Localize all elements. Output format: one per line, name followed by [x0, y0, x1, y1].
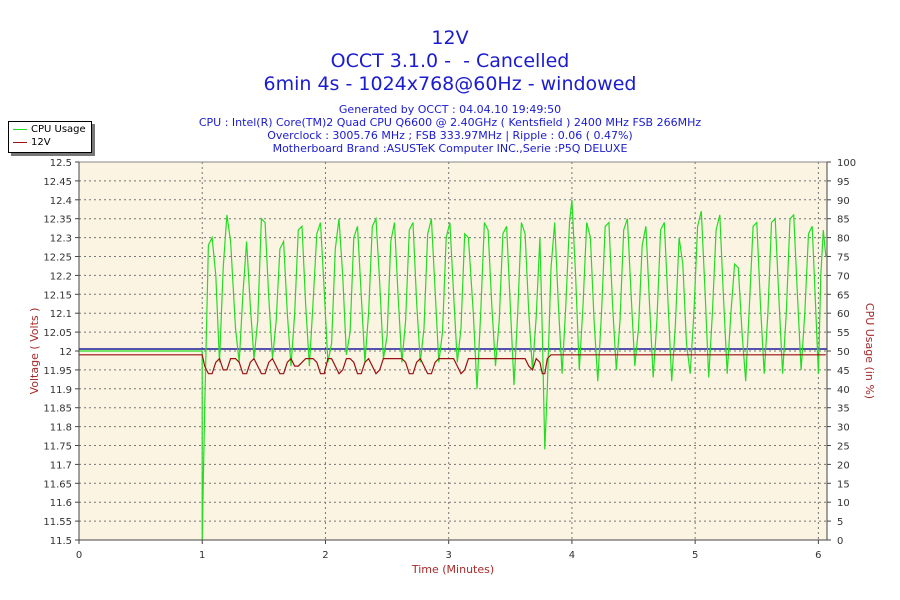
y2-tick-label: 50	[837, 347, 850, 358]
series-line-12v	[79, 354, 826, 375]
y2-tick-label: 35	[837, 404, 850, 415]
x-axis-label: Time (Minutes)	[411, 563, 494, 576]
x-tick-label: 0	[76, 550, 82, 561]
y-tick-label: 12.45	[43, 177, 72, 188]
y2-tick-label: 30	[837, 423, 850, 434]
y2-tick-label: 100	[837, 158, 856, 169]
legend-label-12v: 12V	[31, 137, 51, 148]
y2-tick-label: 95	[837, 177, 850, 188]
y2-tick-label: 80	[837, 234, 850, 245]
generated-info: Generated by OCCT : 04.04.10 19:49:50	[338, 103, 562, 116]
chart-subtitle-run: 6min 4s - 1024x768@60Hz - windowed	[263, 73, 637, 95]
y-tick-label: 12	[59, 347, 72, 358]
y-tick-label: 11.6	[50, 498, 72, 509]
legend-swatch-12v	[13, 141, 27, 143]
y-tick-label: 12.1	[50, 309, 72, 320]
y2-tick-label: 20	[837, 460, 850, 471]
y-tick-label: 11.5	[50, 536, 72, 547]
y-tick-label: 12.4	[50, 196, 72, 207]
chart-legend: CPU Usage 12V	[8, 121, 92, 153]
legend-label-cpu-usage: CPU Usage	[31, 124, 86, 135]
y-tick-label: 12.3	[50, 234, 72, 245]
x-tick-label: 4	[569, 550, 575, 561]
y2-tick-label: 40	[837, 385, 850, 396]
y-tick-label: 11.65	[43, 479, 72, 490]
x-tick-label: 3	[445, 550, 451, 561]
legend-item-12v: 12V	[13, 137, 51, 149]
y-tick-label: 12.5	[50, 158, 72, 169]
y-tick-label: 11.55	[43, 517, 72, 528]
motherboard-info: Motherboard Brand :ASUSTeK Computer INC.…	[272, 142, 628, 155]
y2-tick-label: 60	[837, 309, 850, 320]
legend-item-cpu-usage: CPU Usage	[13, 124, 86, 136]
y-tick-label: 12.2	[50, 271, 72, 282]
y2-tick-label: 70	[837, 271, 850, 282]
y-tick-label: 12.35	[43, 215, 72, 226]
y-tick-label: 11.9	[50, 385, 72, 396]
cpu-info: CPU : Intel(R) Core(TM)2 Quad CPU Q6600 …	[198, 116, 702, 129]
y2-tick-label: 10	[837, 498, 850, 509]
y2-tick-label: 15	[837, 479, 850, 490]
y-tick-label: 11.85	[43, 404, 72, 415]
y2-tick-label: 55	[837, 328, 850, 339]
y2-axis-label: CPU Usage (in %)	[863, 303, 876, 399]
y-tick-label: 12.25	[43, 253, 72, 264]
y-tick-label: 11.95	[43, 366, 72, 377]
y2-tick-label: 90	[837, 196, 850, 207]
x-tick-label: 2	[322, 550, 328, 561]
y-tick-label: 11.7	[50, 460, 72, 471]
x-tick-label: 6	[815, 550, 821, 561]
overclock-info: Overclock : 3005.76 MHz ; FSB 333.97MHz …	[267, 129, 633, 142]
chart-title: 12V	[431, 27, 469, 49]
legend-swatch-cpu-usage	[13, 128, 27, 130]
y2-tick-label: 0	[837, 536, 843, 547]
y2-tick-label: 5	[837, 517, 843, 528]
y2-tick-label: 65	[837, 290, 850, 301]
x-tick-label: 1	[199, 550, 205, 561]
y-axis-label: Voltage ( Volts )	[28, 308, 41, 395]
chart-subtitle-test: OCCT 3.1.0 - - Cancelled	[330, 50, 570, 72]
y2-tick-label: 25	[837, 442, 850, 453]
x-tick-label: 5	[692, 550, 698, 561]
y-tick-label: 11.75	[43, 442, 72, 453]
y2-tick-label: 45	[837, 366, 850, 377]
y-tick-label: 12.05	[43, 328, 72, 339]
y2-tick-label: 75	[837, 253, 850, 264]
y-tick-label: 11.8	[50, 423, 72, 434]
y-tick-label: 12.15	[43, 290, 72, 301]
y2-tick-label: 85	[837, 215, 850, 226]
series-line-cpu-usage	[79, 199, 827, 541]
